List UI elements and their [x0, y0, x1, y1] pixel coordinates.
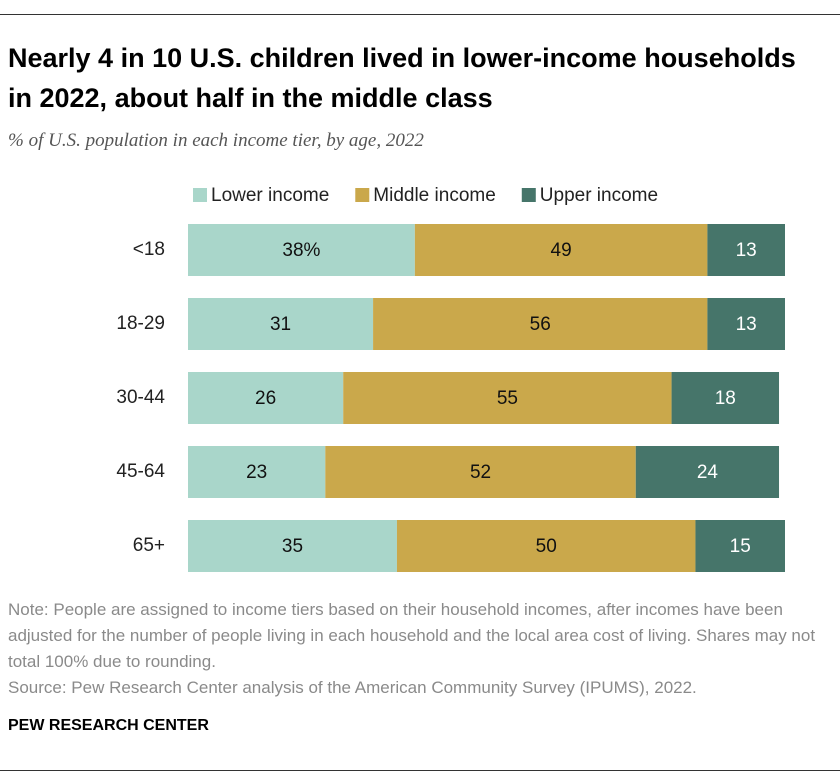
- bar-segment: [188, 224, 415, 276]
- source: Source: Pew Research Center analysis of …: [8, 678, 697, 697]
- bar-segment: [373, 298, 708, 350]
- legend-swatch: [355, 188, 370, 202]
- value-label: 13: [736, 240, 757, 261]
- chart-title: Nearly 4 in 10 U.S. children lived in lo…: [8, 43, 796, 113]
- chart-subtitle: % of U.S. population in each income tier…: [8, 130, 424, 151]
- bar-segment: [188, 520, 397, 572]
- value-label: 24: [697, 462, 719, 483]
- bar-segment: [343, 372, 672, 424]
- bottom-rule: [0, 770, 840, 771]
- bar-segment: [707, 298, 785, 350]
- value-label: 15: [730, 536, 751, 557]
- bar-segment: [188, 372, 344, 424]
- category-label: 18-29: [116, 313, 165, 334]
- credit: PEW RESEARCH CENTER: [8, 717, 209, 734]
- top-rule: [0, 14, 840, 15]
- category-label: <18: [133, 239, 165, 260]
- bar-segment: [414, 224, 708, 276]
- value-label: 23: [246, 462, 267, 483]
- value-label: 38%: [282, 240, 320, 261]
- value-label: 35: [282, 536, 303, 557]
- bar-segment: [325, 446, 636, 498]
- legend-label: Upper income: [540, 185, 658, 206]
- bar-segment: [635, 446, 780, 498]
- category-label: 65+: [133, 535, 165, 556]
- value-label: 18: [715, 388, 736, 409]
- legend-swatch: [521, 188, 536, 202]
- value-label: 49: [551, 240, 572, 261]
- bar-segment: [671, 372, 780, 424]
- bar-segment: [707, 224, 785, 276]
- value-label: 56: [530, 314, 551, 335]
- value-label: 26: [255, 388, 276, 409]
- bar-segment: [188, 298, 374, 350]
- bar-segment: [695, 520, 785, 572]
- note: Note: People are assigned to income tier…: [8, 600, 816, 671]
- value-label: 52: [470, 462, 491, 483]
- legend-swatch: [193, 188, 207, 202]
- value-label: 55: [497, 388, 518, 409]
- value-label: 13: [736, 314, 757, 335]
- legend-label: Lower income: [211, 185, 329, 206]
- value-label: 50: [536, 536, 557, 557]
- category-label: 30-44: [116, 387, 165, 408]
- chart: Lower income Middle income Upper income <18…: [116, 185, 785, 572]
- value-label: 31: [270, 314, 291, 335]
- category-label: 45-64: [116, 461, 165, 482]
- legend-label: Middle income: [373, 185, 496, 206]
- bar-segment: [396, 520, 696, 572]
- bar-segment: [188, 446, 326, 498]
